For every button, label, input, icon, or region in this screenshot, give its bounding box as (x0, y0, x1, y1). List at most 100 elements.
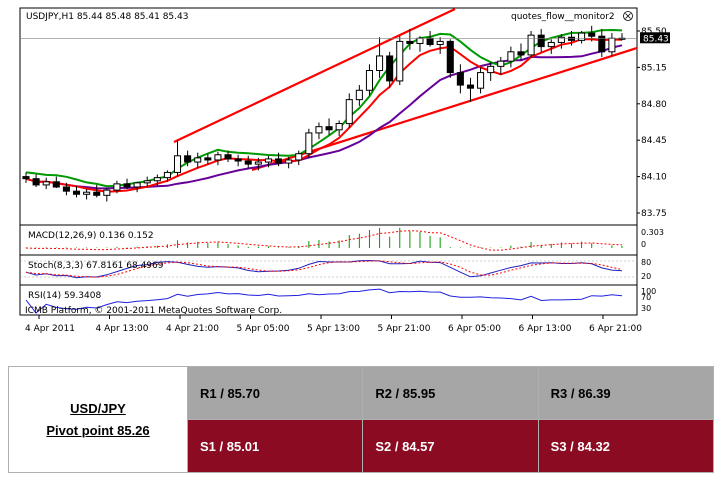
x-axis-label: 5 Apr 21:00 (378, 324, 431, 334)
copyright-text: ICMB Platform, © 2001-2011 MetaQuotes So… (25, 306, 282, 316)
candle-body (477, 72, 485, 89)
svg-text:85.43: 85.43 (643, 34, 669, 44)
candle-body (436, 40, 444, 46)
price-tick-label: 84.80 (641, 100, 667, 110)
candle-body (416, 37, 424, 44)
candle-body (123, 183, 131, 188)
stoch-main-line (25, 259, 623, 279)
candle-body (315, 126, 323, 134)
ma-slow-line (25, 44, 623, 190)
candle-body (234, 158, 242, 162)
candle-body (456, 72, 464, 86)
candle-body (244, 160, 252, 165)
stoch-tick-80: 80 (641, 258, 651, 267)
rsi-tick-30: 30 (641, 304, 651, 313)
candle-body (386, 55, 394, 82)
candle-body (517, 51, 525, 56)
pivot-point: Pivot point 85.26 (46, 422, 150, 438)
s3-cell: S3 / 84.32 (537, 419, 715, 473)
candle-body (355, 89, 363, 101)
candle-body (254, 161, 262, 165)
candle-body (406, 40, 414, 44)
candle-body (507, 51, 515, 62)
r2-cell: R2 / 85.95 (362, 366, 539, 420)
s2-cell: S2 / 84.57 (362, 419, 539, 473)
candle-body (194, 157, 202, 163)
macd-label: MACD(12,26,9) 0.136 0.152 (28, 231, 154, 241)
candle-body (285, 159, 293, 164)
price-tick-label: 85.50 (641, 27, 667, 37)
candle-body (608, 37, 616, 53)
candle-body (133, 182, 141, 188)
x-axis-label: 6 Apr 05:00 (448, 324, 501, 334)
candle-body (466, 84, 475, 89)
rsi-label: RSI(14) 59.3408 (28, 291, 101, 301)
candle-body (153, 177, 161, 182)
symbol-header: USDJPY,H1 85.44 85.48 85.41 85.43 (26, 12, 188, 22)
x-axis-label: 6 Apr 13:00 (519, 324, 572, 334)
r1-cell: R1 / 85.70 (186, 366, 364, 420)
candle-body (204, 157, 212, 161)
candle-body (72, 190, 81, 195)
candle-body (537, 34, 545, 48)
macd-panel (19, 224, 638, 256)
stoch-signal-line (25, 260, 623, 278)
candle-body (345, 99, 353, 125)
candle-body (487, 65, 495, 74)
candle-body (163, 171, 171, 179)
price-tick-label: 84.45 (641, 136, 667, 146)
x-axis-label: 4 Apr 21:00 (166, 324, 219, 334)
candle-body (325, 126, 333, 131)
rsi-tick-70: 70 (641, 293, 651, 302)
rsi-tick-100: 100 (641, 287, 656, 296)
rsi-panel (19, 284, 638, 316)
ma-mid-line (25, 38, 623, 193)
candle-body (42, 181, 50, 186)
rsi-line (25, 288, 623, 314)
candle-body (214, 154, 222, 161)
candle-body (62, 186, 70, 192)
candle-body (547, 41, 555, 48)
candle-body (295, 153, 303, 161)
candle-body (52, 181, 60, 188)
x-axis-label: 5 Apr 05:00 (237, 324, 290, 334)
close-icon[interactable] (623, 11, 633, 21)
price-tick-label: 85.15 (641, 63, 667, 73)
candle-body (446, 40, 454, 74)
candle-body (578, 32, 586, 41)
s1-cell: S1 / 85.01 (186, 419, 364, 473)
candle-body (567, 36, 576, 41)
x-axis-label: 6 Apr 21:00 (589, 324, 642, 334)
candle-body (497, 60, 505, 67)
price-tick-label: 83.75 (641, 209, 667, 219)
candle-body (426, 37, 434, 46)
macd-tick-top: 0.303 (641, 228, 664, 237)
x-axis-label: 4 Apr 13:00 (96, 324, 149, 334)
candle-body (173, 155, 182, 173)
pivot-table: USD/JPY Pivot point 85.26 R1 / 85.70 R2 … (8, 366, 715, 473)
x-axis-label: 5 Apr 13:00 (307, 324, 360, 334)
stoch-label: Stoch(8,3,3) 67.8161 68.4969 (28, 261, 164, 271)
candle-body (335, 123, 343, 131)
upper-trendline (173, 8, 456, 143)
candle-body (143, 180, 151, 184)
candle-body (376, 55, 384, 72)
candle-body (113, 183, 121, 191)
current-price-tag: 85.43 (640, 32, 670, 44)
s3-label: S3 / 84.32 (550, 438, 610, 454)
macd-signal-line (25, 230, 623, 251)
candle-body (527, 34, 535, 56)
candle-body (224, 154, 232, 160)
candle-body (184, 155, 192, 163)
candle-body (598, 35, 606, 53)
candle-body (103, 189, 111, 196)
candle-body (588, 32, 596, 37)
candle-body (557, 36, 565, 43)
trading-chart: USDJPY,H1 85.44 85.48 85.41 85.43 quotes… (19, 7, 670, 334)
r1-label: R1 / 85.70 (200, 385, 260, 401)
s2-label: S2 / 84.57 (375, 438, 435, 454)
candle-body (396, 40, 404, 82)
pair-name: USD/JPY (70, 400, 126, 416)
candle-body (305, 132, 313, 155)
candle-body (93, 191, 101, 196)
